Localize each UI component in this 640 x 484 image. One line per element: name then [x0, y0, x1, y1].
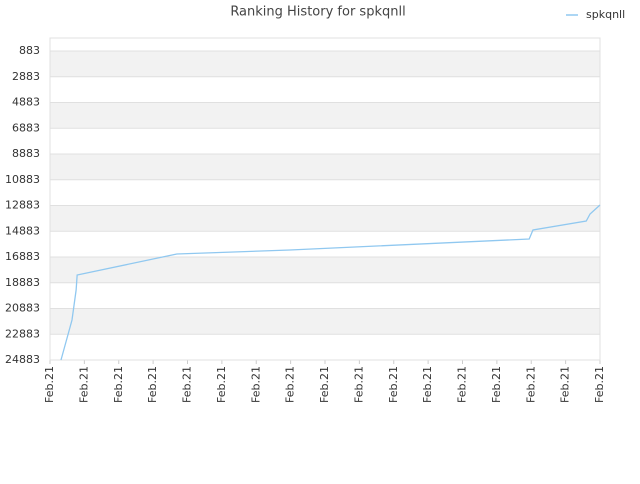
- y-tick-label: 883: [19, 44, 40, 57]
- x-tick-label: Feb.21: [490, 366, 503, 403]
- x-tick-label: Feb.21: [524, 366, 537, 403]
- x-tick-label: Feb.21: [387, 366, 400, 403]
- legend-label: spkqnll: [586, 8, 625, 21]
- y-tick-label: 4883: [12, 96, 40, 109]
- x-tick-label: Feb.21: [215, 366, 228, 403]
- y-tick-label: 12883: [5, 199, 40, 212]
- x-tick-label: Feb.21: [77, 366, 90, 403]
- band: [50, 102, 600, 129]
- band: [50, 257, 600, 283]
- x-tick-label: Feb.21: [284, 366, 297, 403]
- band: [50, 154, 600, 180]
- y-tick-label: 6883: [12, 121, 40, 134]
- y-tick-label: 2883: [12, 70, 40, 83]
- band: [50, 51, 600, 77]
- x-tick-label: Feb.21: [112, 366, 125, 403]
- x-tick-label: Feb.21: [456, 366, 469, 403]
- x-tick-label: Feb.21: [593, 366, 606, 403]
- x-tick-label: Feb.21: [249, 366, 262, 403]
- y-tick-label: 24883: [5, 353, 40, 366]
- x-tick-label: Feb.21: [352, 366, 365, 403]
- plot-area: [50, 38, 600, 360]
- x-tick-label: Feb.21: [559, 366, 572, 403]
- x-tick-label: Feb.21: [318, 366, 331, 403]
- y-tick-label: 18883: [5, 276, 40, 289]
- y-tick-label: 16883: [5, 250, 40, 263]
- line: [60, 204, 601, 361]
- x-tick-label: Feb.21: [421, 366, 434, 403]
- y-tick-label: 10883: [5, 173, 40, 186]
- y-tick-label: 20883: [5, 302, 40, 315]
- x-tick-label: Feb.21: [181, 366, 194, 403]
- x-tick-label: Feb.21: [43, 366, 56, 403]
- y-tick-label: 22883: [5, 327, 40, 340]
- x-tick-label: Feb.21: [146, 366, 159, 403]
- band: [50, 308, 600, 335]
- y-tick-label: 14883: [5, 224, 40, 237]
- chart-title: Ranking History for spkqnll: [230, 5, 405, 20]
- plot-border: [49, 37, 601, 361]
- band: [50, 205, 600, 232]
- y-tick-label: 8883: [12, 147, 40, 160]
